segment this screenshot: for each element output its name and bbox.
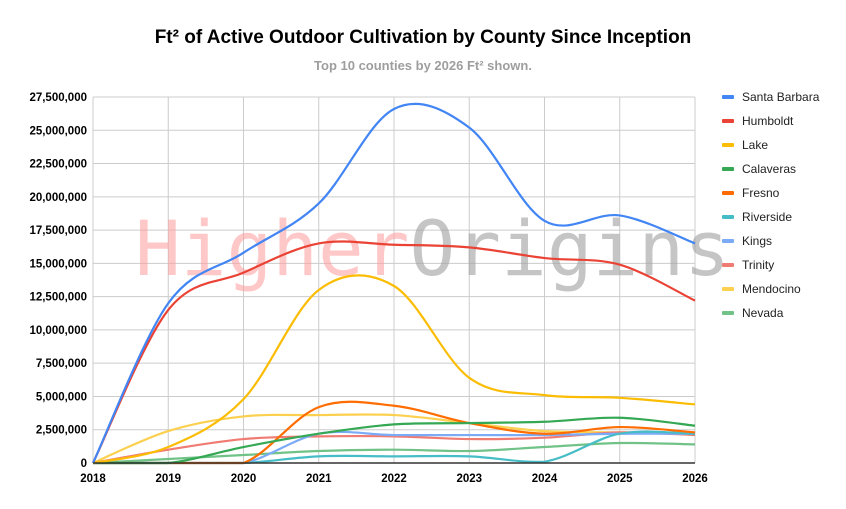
x-axis: 2018 2019 2020 2021 2022 2023 2024 2025 2026 xyxy=(80,473,708,485)
x-tick-label: 2021 xyxy=(306,473,332,485)
x-tick-label: 2022 xyxy=(381,473,407,485)
legend: Santa Barbara Humboldt Lake Calaveras Fresno… xyxy=(722,90,820,320)
chart-subtitle: Top 10 counties by 2026 Ft² shown. xyxy=(314,58,532,73)
y-tick-label: 7,500,000 xyxy=(36,358,87,370)
legend-swatch xyxy=(722,95,734,99)
y-axis: 0 2,500,000 5,000,000 7,500,000 10,000,000 12… xyxy=(29,92,87,470)
legend-swatch xyxy=(722,263,734,267)
legend-label: Fresno xyxy=(742,186,780,200)
x-tick-label: 2018 xyxy=(80,473,106,485)
legend-swatch xyxy=(722,287,734,291)
y-tick-label: 10,000,000 xyxy=(29,325,87,337)
legend-swatch xyxy=(722,143,734,147)
y-tick-label: 20,000,000 xyxy=(29,192,87,204)
legend-label: Santa Barbara xyxy=(742,90,820,104)
x-tick-label: 2023 xyxy=(456,473,482,485)
legend-swatch xyxy=(722,119,734,123)
legend-label: Calaveras xyxy=(742,162,796,176)
y-tick-label: 5,000,000 xyxy=(36,391,87,403)
x-tick-label: 2025 xyxy=(607,473,633,485)
y-tick-label: 17,500,000 xyxy=(29,225,87,237)
watermark-part: Origins xyxy=(410,204,730,293)
watermark: HigherOrigins xyxy=(135,204,730,293)
y-tick-label: 25,000,000 xyxy=(29,125,87,137)
legend-label: Lake xyxy=(742,138,768,152)
legend-swatch xyxy=(722,239,734,243)
x-tick-label: 2024 xyxy=(532,473,558,485)
series-line-humboldt xyxy=(92,240,696,464)
legend-swatch xyxy=(722,215,734,219)
y-tick-label: 2,500,000 xyxy=(36,425,87,437)
legend-swatch xyxy=(722,167,734,171)
legend-label: Riverside xyxy=(742,210,792,224)
y-tick-label: 0 xyxy=(81,458,87,470)
legend-label: Kings xyxy=(742,234,772,248)
x-tick-label: 2026 xyxy=(682,473,708,485)
series-line-calaveras xyxy=(93,416,696,465)
x-tick-label: 2020 xyxy=(231,473,257,485)
legend-swatch xyxy=(722,311,734,315)
legend-swatch xyxy=(722,191,734,195)
y-tick-label: 15,000,000 xyxy=(29,258,87,270)
series-line-mendocino xyxy=(92,413,696,465)
series-line-lake xyxy=(92,274,696,465)
legend-label: Mendocino xyxy=(742,282,801,296)
legend-label: Nevada xyxy=(742,306,784,320)
y-tick-label: 12,500,000 xyxy=(29,292,87,304)
series-line-nevada xyxy=(92,441,696,465)
watermark-part: Higher xyxy=(135,204,410,293)
gridlines xyxy=(92,96,696,464)
y-tick-label: 22,500,000 xyxy=(29,159,87,171)
chart-title: Ft² of Active Outdoor Cultivation by Cou… xyxy=(155,27,692,48)
legend-label: Trinity xyxy=(742,258,774,272)
y-tick-label: 27,500,000 xyxy=(29,92,87,104)
x-tick-label: 2019 xyxy=(155,473,181,485)
series-line-santa-barbara xyxy=(92,102,696,464)
legend-label: Humboldt xyxy=(742,114,794,128)
